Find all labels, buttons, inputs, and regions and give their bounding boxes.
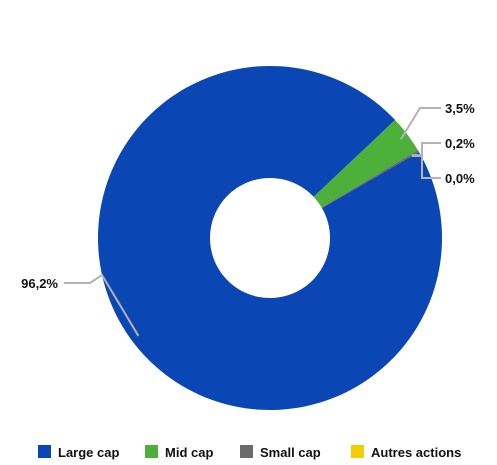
chart-data-labels: 96,2% 3,5% 0,2% 0,0% — [21, 101, 475, 291]
legend-swatch-small-cap — [240, 445, 253, 458]
chart-legend: Large cap Mid cap Small cap Autres actions — [38, 445, 461, 460]
slice-mid-cap — [313, 119, 418, 208]
leader-line-large-cap — [64, 273, 140, 337]
legend-swatch-autres-actions — [351, 445, 364, 458]
leader-line-mid-cap — [400, 107, 441, 140]
legend-label-mid-cap[interactable]: Mid cap — [165, 445, 213, 460]
chart-leader-lines — [64, 107, 441, 337]
data-label-mid-cap: 3,5% — [445, 101, 475, 116]
legend-swatch-mid-cap — [145, 445, 158, 458]
slice-large-cap — [97, 65, 442, 410]
legend-swatch-large-cap — [38, 445, 51, 458]
slice-small-cap — [321, 150, 419, 208]
data-label-large-cap: 96,2% — [21, 276, 58, 291]
legend-label-autres-actions[interactable]: Autres actions — [371, 445, 461, 460]
legend-label-small-cap[interactable]: Small cap — [260, 445, 321, 460]
data-label-autres-actions: 0,0% — [445, 171, 475, 186]
chart-slices — [97, 65, 442, 410]
legend-label-large-cap[interactable]: Large cap — [58, 445, 119, 460]
leader-line-autres-actions — [412, 155, 441, 179]
data-label-small-cap: 0,2% — [445, 136, 475, 151]
